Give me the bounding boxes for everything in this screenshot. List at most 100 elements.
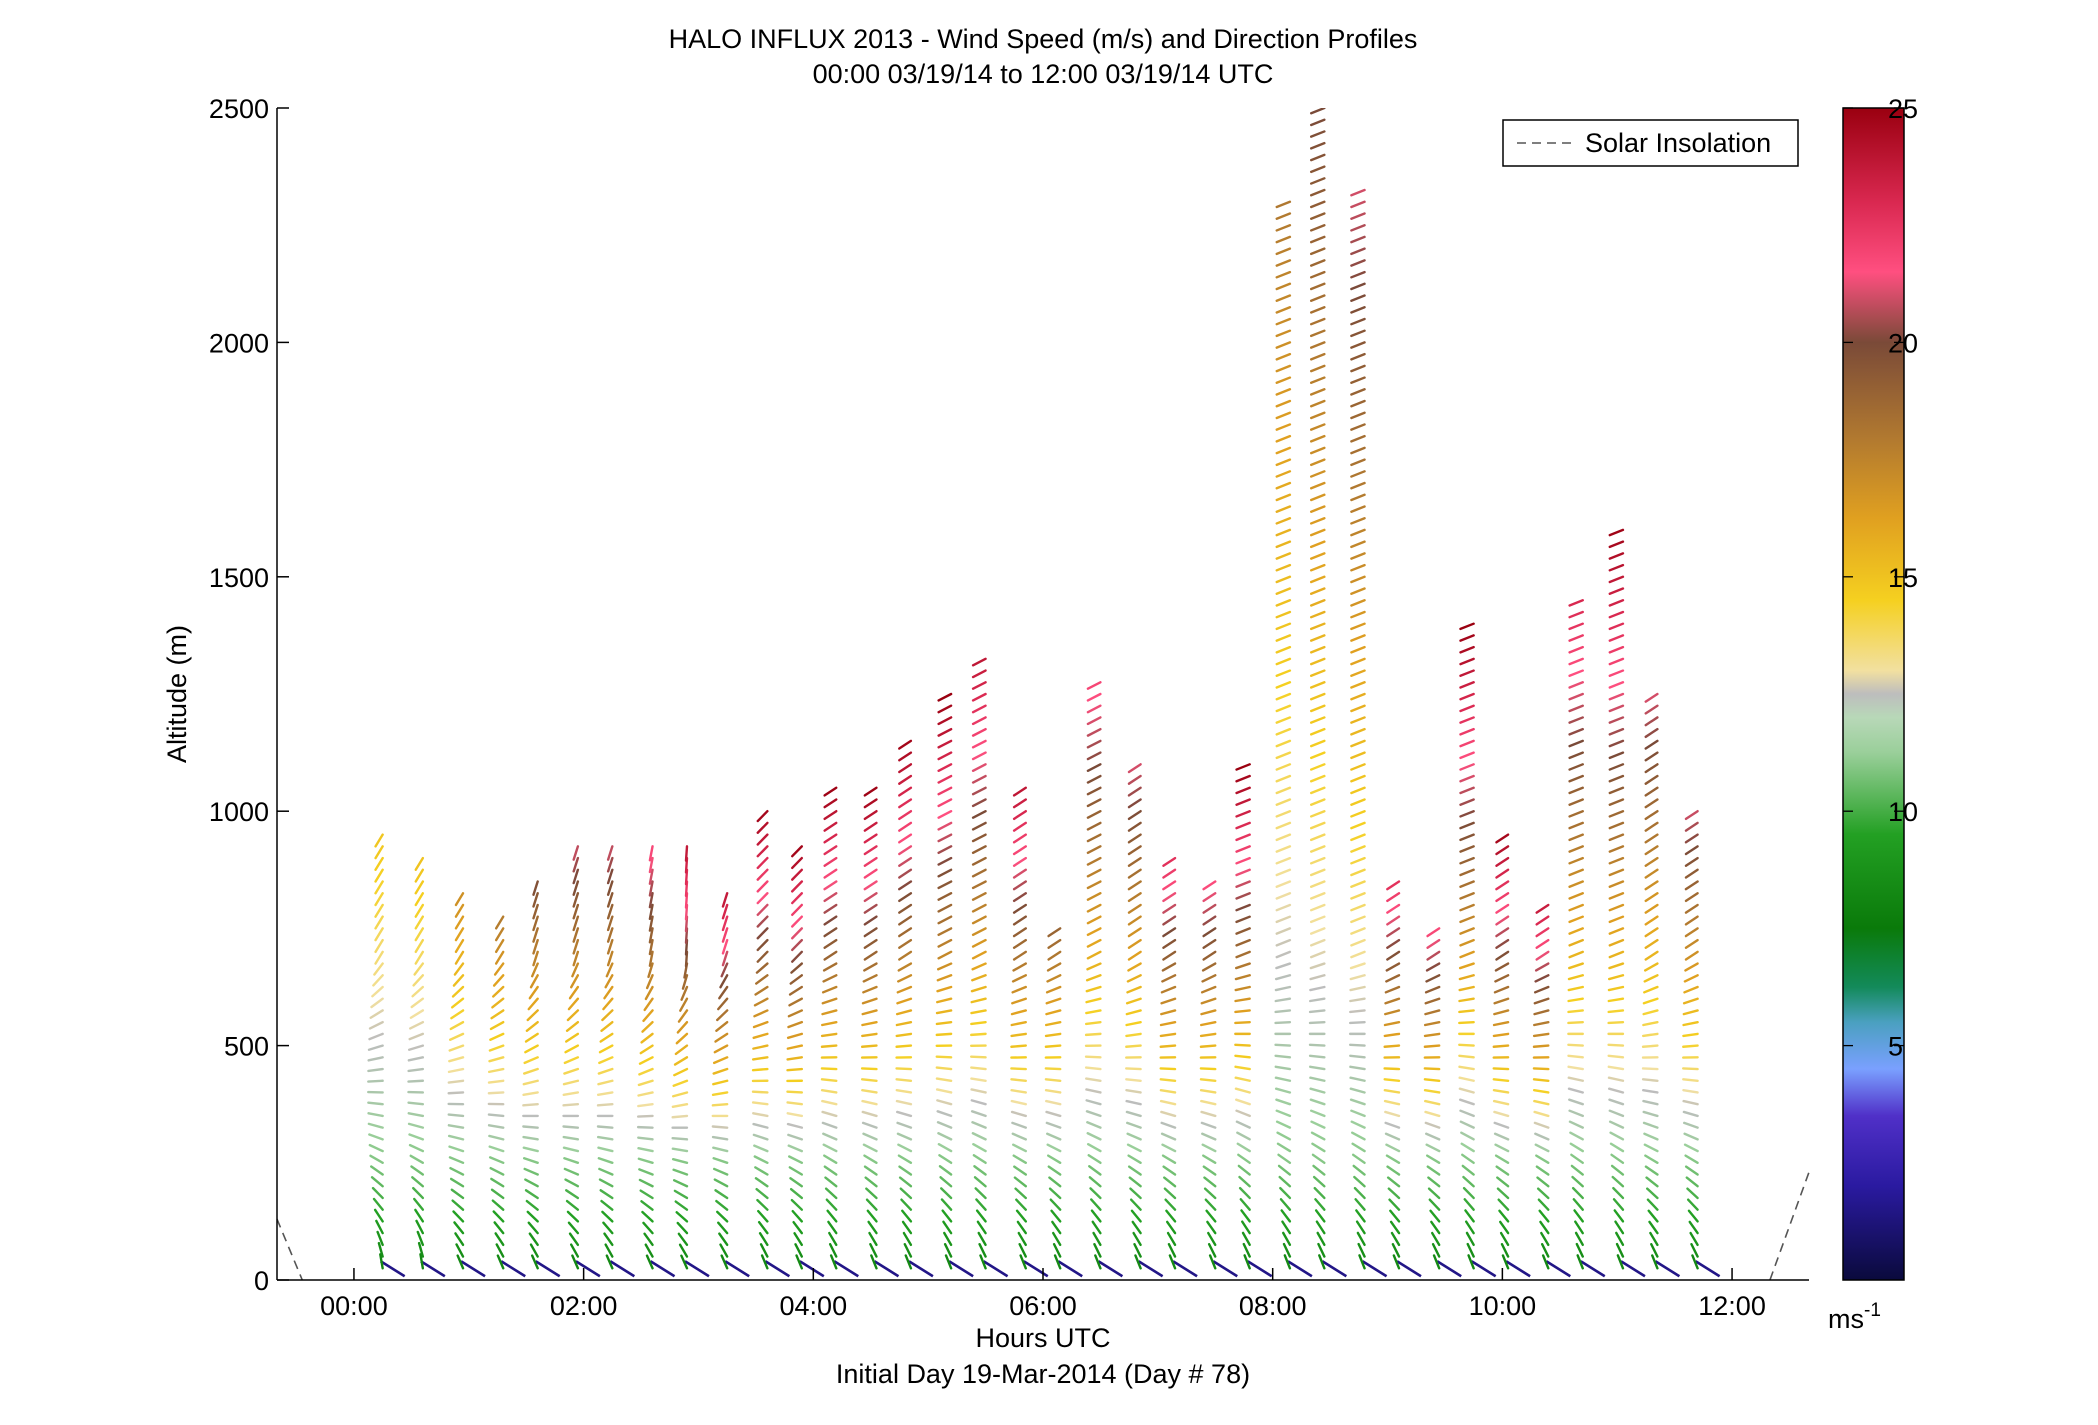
wind-barb	[823, 938, 838, 949]
wind-barb	[419, 1253, 425, 1270]
wind-barb	[1274, 997, 1292, 1003]
wind-barb	[1567, 1020, 1584, 1025]
wind-barb	[823, 950, 838, 961]
wind-barb	[1459, 845, 1475, 853]
wind-barb	[1641, 1067, 1659, 1071]
wind-barb	[648, 938, 654, 956]
wind-barb	[1235, 786, 1251, 795]
wind-barb	[1309, 153, 1326, 162]
wind-barb	[569, 1243, 580, 1258]
wind-barb	[1086, 810, 1102, 819]
wind-barb	[1426, 927, 1441, 938]
wind-barb	[1012, 833, 1027, 844]
wind-barb	[1165, 1220, 1177, 1235]
wind-barb	[1436, 1260, 1462, 1278]
wind-barb	[1499, 1220, 1510, 1235]
wind-barb	[1199, 1088, 1217, 1094]
wind-barb	[450, 997, 465, 1009]
wind-barb	[712, 1157, 729, 1165]
wind-barb	[609, 1260, 636, 1278]
wind-barb	[972, 1143, 987, 1153]
wind-barb	[454, 927, 465, 942]
wind-barb	[602, 1221, 614, 1235]
wind-barb	[1682, 1067, 1699, 1071]
wind-barb	[1644, 692, 1659, 703]
wind-barb	[969, 1055, 987, 1059]
wind-barb	[756, 880, 769, 893]
wind-barb	[1568, 915, 1584, 924]
wind-barb	[1466, 1242, 1475, 1258]
wind-barb	[1044, 1020, 1062, 1027]
wind-barb	[1309, 1098, 1326, 1106]
wind-barb	[1607, 1065, 1625, 1071]
wind-barb	[971, 880, 987, 890]
wind-barb	[1427, 1187, 1441, 1200]
wind-barb	[897, 974, 913, 983]
wind-barb	[606, 950, 614, 967]
wind-barb	[1309, 481, 1326, 490]
wind-barb	[522, 1135, 539, 1141]
wind-barb	[1459, 692, 1475, 701]
wind-barb	[712, 1079, 729, 1086]
wind-barb	[606, 868, 614, 885]
wind-barb	[1459, 1109, 1475, 1118]
wind-barb	[1685, 1176, 1699, 1188]
wind-barb	[1608, 845, 1625, 853]
wind-barb	[1384, 1121, 1401, 1129]
wind-barb	[1684, 1165, 1699, 1176]
x-tick-label: 00:00	[320, 1291, 388, 1321]
wind-barb	[787, 1020, 804, 1029]
wind-barb	[522, 1157, 539, 1165]
wind-barb	[1567, 1065, 1584, 1071]
wind-barb	[935, 1055, 953, 1059]
wind-barb	[494, 927, 505, 942]
wind-barb	[974, 1187, 987, 1200]
wind-barb	[1567, 1087, 1584, 1094]
wind-barb	[1608, 903, 1625, 912]
wind-barb	[596, 1091, 614, 1096]
wind-barb	[1309, 270, 1326, 279]
wind-barb	[756, 892, 769, 905]
wind-barb	[1459, 727, 1475, 736]
wind-barb	[1568, 1120, 1584, 1129]
wind-barb	[407, 1079, 425, 1083]
wind-barb	[1309, 634, 1326, 642]
wind-barb	[374, 856, 384, 872]
wind-barb	[1127, 892, 1142, 903]
wind-barb	[1568, 892, 1584, 900]
wind-barb	[1350, 1131, 1366, 1141]
wind-barb	[1160, 1132, 1177, 1141]
wind-barb	[1608, 868, 1625, 877]
wind-barb	[1644, 927, 1659, 938]
wind-barb	[860, 1067, 878, 1071]
wind-barb	[1279, 1198, 1292, 1211]
wind-barb	[494, 915, 505, 930]
wind-barb	[1235, 821, 1251, 830]
wind-barb	[1644, 1154, 1659, 1165]
wind-barb	[936, 1121, 953, 1129]
wind-barb	[640, 1200, 654, 1211]
wind-barb	[1458, 1076, 1475, 1082]
wind-barb	[718, 985, 729, 1000]
wind-barb	[827, 1220, 838, 1235]
wind-barb	[1684, 880, 1699, 891]
wind-barb	[1275, 376, 1292, 384]
y-tick-label: 1500	[209, 563, 269, 593]
wind-barb	[1200, 997, 1217, 1005]
wind-barb	[414, 927, 425, 942]
wind-barb	[1127, 810, 1142, 821]
wind-barb	[522, 1102, 539, 1107]
wind-barb	[1350, 938, 1366, 947]
wind-barb	[1423, 1020, 1441, 1027]
wind-barb	[1425, 1154, 1441, 1165]
wind-barb	[1201, 1143, 1217, 1153]
wind-barb	[1539, 1220, 1550, 1235]
wind-barb	[1012, 1154, 1027, 1165]
wind-barb	[786, 1032, 804, 1040]
wind-barb	[376, 1230, 384, 1247]
wind-barb	[1682, 1032, 1699, 1038]
wind-barb	[1234, 1065, 1251, 1071]
wind-barb	[1608, 938, 1625, 947]
wind-barb	[1309, 165, 1326, 174]
wind-barb	[407, 1122, 425, 1129]
